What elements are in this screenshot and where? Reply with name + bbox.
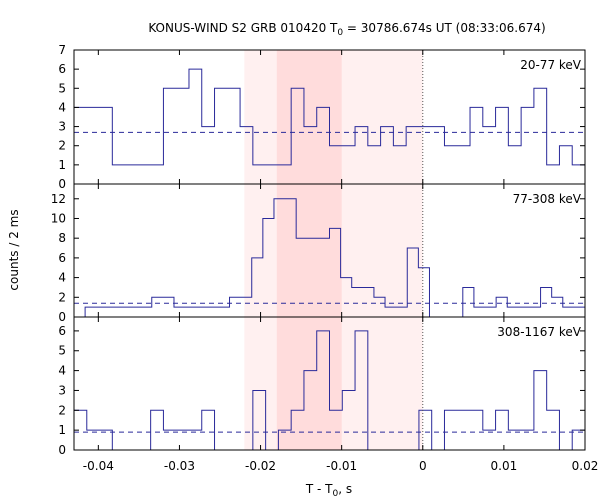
y-tick-label: 6 [58,324,66,338]
y-tick-label: 3 [58,120,66,134]
y-tick-label: 0 [58,443,66,457]
y-tick-label: 0 [58,177,66,191]
energy-band-label: 308-1167 keV [497,325,581,339]
y-tick-label: 4 [58,364,66,378]
y-tick-label: 4 [58,100,66,114]
x-tick-label: -0.01 [326,459,357,473]
y-tick-label: 4 [58,271,66,285]
y-tick-label: 1 [58,158,66,172]
x-tick-label: -0.02 [245,459,276,473]
x-tick-label: -0.03 [164,459,195,473]
x-axis-title-subscript: 0 [333,489,339,499]
x-axis-title: T - T0, s [305,482,352,499]
energy-band-label: 20-77 keV [520,58,582,72]
y-tick-label: 1 [58,423,66,437]
y-tick-label: 10 [51,211,66,225]
y-tick-label: 12 [51,192,66,206]
x-axis-title-prefix: T - T [305,482,333,496]
x-tick-label: -0.04 [83,459,114,473]
y-tick-label: 6 [58,251,66,265]
x-tick-label: 0.02 [572,459,599,473]
shaded-region-2 [276,317,342,450]
title-subscript: 0 [337,28,343,38]
panel-2: 0 2 4 6 8 10 12 77-308 keV [51,183,586,324]
y-axis-title: counts / 2 ms [7,209,21,290]
y-tick-label: 0 [58,310,66,324]
count-histogram [74,330,585,451]
panel-1: 0 1 2 3 4 5 6 7 20-77 keV [58,43,586,191]
y-tick-label: 7 [58,43,66,57]
count-histogram [74,68,585,166]
chart-title: KONUS-WIND S2 GRB 010420 T0 = 30786.674s… [148,21,545,38]
panel-3: 0 1 2 3 4 5 6 308-1167 keV [58,316,586,457]
shaded-region-2 [276,50,342,184]
y-tick-label: 2 [58,139,66,153]
shaded-region-2 [276,184,342,317]
y-tick-label: 3 [58,383,66,397]
title-prefix: KONUS-WIND S2 GRB 010420 T [148,21,338,35]
y-tick-label: 2 [58,290,66,304]
y-tick-label: 5 [58,344,66,358]
panel-frame [73,316,586,451]
x-tick-label: 0 [419,459,427,473]
count-histogram [74,198,585,318]
title-suffix: = 30786.674s UT (08:33:06.674) [343,21,546,35]
y-tick-label: 6 [58,62,66,76]
energy-band-label: 77-308 keV [513,192,582,206]
y-tick-label: 5 [58,81,66,95]
y-tick-label: 8 [58,231,66,245]
x-tick-label: 0.01 [491,459,518,473]
x-axis-title-suffix: , s [338,482,352,496]
y-tick-label: 2 [58,403,66,417]
